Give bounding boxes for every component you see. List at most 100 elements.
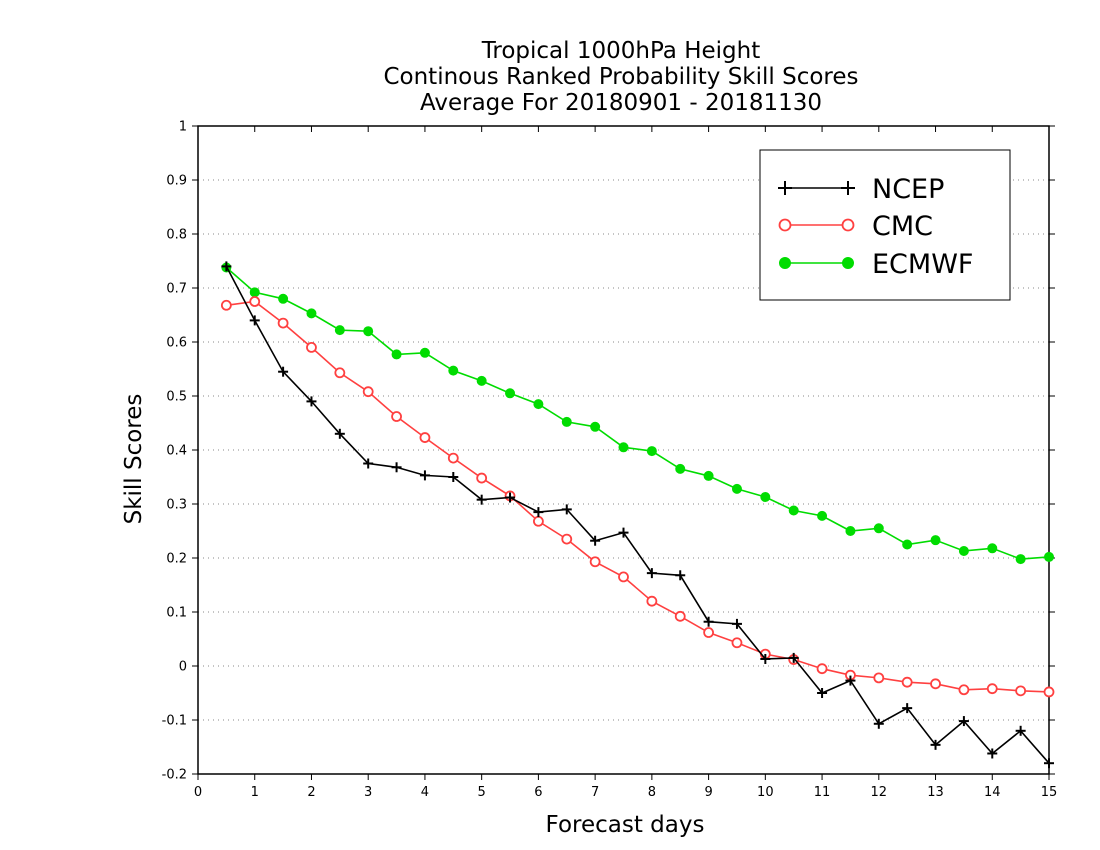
data-point-ncep	[987, 748, 998, 759]
data-point-ncep	[306, 396, 317, 407]
y-tick-label: 0.9	[166, 174, 187, 189]
data-point-ecmwf	[249, 287, 260, 298]
data-point-ncep	[391, 462, 402, 473]
data-point-cmc	[533, 515, 544, 527]
data-point-cmc	[930, 678, 941, 690]
data-point-cmc	[447, 452, 459, 464]
data-point-ncep	[590, 535, 601, 546]
series-ncep	[221, 261, 1054, 769]
data-point-ecmwf	[363, 326, 374, 337]
data-point-ecmwf	[278, 293, 289, 304]
x-tick-label: 12	[871, 785, 888, 800]
series-line-ecmwf	[225, 266, 1050, 560]
data-point-ecmwf	[675, 463, 686, 474]
data-point-cmc	[249, 296, 261, 307]
x-tick-label: 1	[251, 785, 259, 800]
x-tick-label: 11	[814, 785, 831, 800]
data-point-ecmwf	[561, 416, 572, 427]
data-point-ecmwf	[646, 446, 657, 457]
x-tick-label: 14	[984, 785, 1001, 800]
x-tick-label: 15	[1041, 785, 1058, 800]
data-point-ecmwf	[448, 365, 459, 376]
legend-marker	[779, 257, 791, 269]
data-point-ecmwf	[1015, 554, 1026, 565]
data-point-ncep	[930, 739, 941, 750]
data-point-ncep	[675, 570, 686, 581]
data-point-cmc	[334, 367, 346, 379]
data-point-ecmwf	[788, 505, 799, 516]
data-point-ecmwf	[334, 325, 345, 336]
data-point-ecmwf	[845, 526, 856, 536]
data-point-ecmwf	[590, 421, 601, 432]
y-tick-label: 0.6	[166, 336, 187, 351]
data-point-ncep	[1015, 725, 1026, 736]
data-point-cmc	[306, 341, 317, 353]
title-line-3: Average For 20180901 - 20181130	[420, 90, 822, 116]
data-point-ncep	[703, 616, 714, 627]
data-point-ncep	[419, 470, 430, 481]
x-tick-label: 6	[534, 785, 542, 800]
data-point-ecmwf	[703, 470, 714, 481]
y-tick-label: 0.2	[166, 552, 187, 567]
data-point-ncep	[448, 472, 459, 482]
data-point-ecmwf	[505, 388, 516, 399]
data-point-ecmwf	[618, 442, 629, 453]
x-tick-label: 2	[307, 785, 315, 800]
y-tick-label: 0.3	[166, 498, 187, 513]
data-point-cmc	[362, 386, 374, 398]
x-tick-label: 3	[364, 785, 372, 800]
data-point-cmc	[731, 637, 743, 649]
data-point-cmc	[561, 533, 573, 545]
data-point-ecmwf	[958, 545, 969, 556]
data-point-ncep	[249, 315, 260, 326]
data-point-cmc	[1043, 686, 1055, 698]
legend-marker	[841, 218, 855, 232]
data-point-ncep	[788, 652, 799, 663]
series-cmc	[220, 296, 1055, 698]
data-point-ecmwf	[533, 399, 544, 410]
data-point-cmc	[391, 411, 402, 422]
y-tick-label: 0.4	[166, 444, 187, 459]
y-axis-label: Skill Scores	[121, 394, 147, 525]
legend-label: NCEP	[872, 174, 944, 205]
data-point-cmc	[816, 663, 828, 675]
legend-marker	[842, 257, 854, 269]
legend-label: CMC	[872, 211, 933, 242]
data-point-cmc	[476, 472, 488, 484]
data-point-ncep	[278, 366, 289, 377]
legend-entry-ecmwf: ECMWF	[779, 249, 973, 280]
y-tick-label: -0.1	[162, 714, 187, 729]
data-point-ncep	[334, 428, 345, 439]
data-point-ncep	[505, 492, 516, 503]
title-line-1: Tropical 1000hPa Height	[481, 38, 761, 64]
x-tick-label: 0	[194, 785, 202, 800]
data-point-ncep	[476, 494, 487, 505]
series-line-cmc	[226, 300, 1050, 693]
data-point-ecmwf	[873, 523, 884, 534]
x-tick-label: 5	[478, 785, 486, 800]
x-tick-label: 10	[757, 785, 774, 800]
data-point-cmc	[589, 556, 601, 568]
data-point-ncep	[902, 703, 913, 714]
data-point-cmc	[901, 676, 913, 688]
data-point-cmc	[703, 627, 714, 638]
data-point-ncep	[646, 568, 657, 579]
y-tick-label: 0.1	[166, 606, 187, 621]
data-point-ecmwf	[930, 535, 941, 546]
data-point-ncep	[618, 527, 629, 538]
legend: NCEP CMC ECMWF	[759, 149, 1011, 301]
data-point-cmc	[674, 610, 686, 622]
data-point-cmc	[958, 684, 970, 696]
y-tick-label: 1	[179, 120, 187, 135]
legend-entry-cmc: CMC	[778, 211, 933, 242]
data-point-ncep	[731, 618, 742, 629]
data-point-ncep	[363, 458, 374, 469]
data-point-ecmwf	[1044, 551, 1054, 562]
chart-title: Tropical 1000hPa Height Continous Ranked…	[383, 38, 858, 116]
x-axis-label: Forecast days	[546, 812, 705, 838]
data-point-cmc	[277, 317, 289, 329]
y-tick-label: 0.8	[166, 228, 187, 243]
data-point-cmc	[986, 683, 998, 695]
legend-marker	[841, 181, 855, 195]
